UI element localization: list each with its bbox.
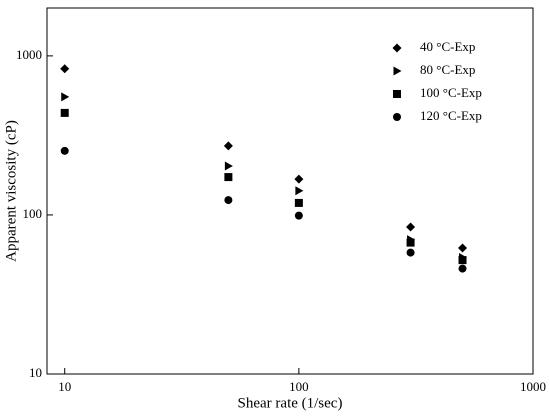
legend-marker — [393, 66, 402, 76]
y-tick-label: 100 — [23, 206, 43, 221]
marker — [458, 243, 468, 253]
marker — [406, 238, 415, 247]
y-axis-title: Apparent viscosity (cP) — [3, 120, 19, 262]
marker — [458, 264, 467, 273]
legend-marker — [392, 43, 402, 53]
marker — [224, 196, 233, 205]
marker — [223, 141, 233, 151]
plot-frame — [46, 7, 534, 375]
y-tick-label: 1000 — [16, 47, 42, 62]
legend-label: 120 °C-Exp — [420, 108, 482, 123]
legend-marker — [393, 113, 401, 121]
marker — [60, 146, 69, 155]
x-tick-label: 1000 — [520, 379, 546, 394]
x-tick-label: 10 — [58, 379, 71, 394]
marker — [406, 248, 415, 257]
marker — [406, 222, 416, 232]
marker — [224, 161, 233, 171]
marker — [294, 211, 303, 220]
y-tick-label: 10 — [29, 365, 42, 380]
legend-label: 40 °C-Exp — [420, 39, 475, 54]
legend-marker — [393, 90, 401, 98]
marker — [294, 174, 304, 184]
marker — [294, 198, 303, 207]
marker — [295, 186, 304, 196]
legend-label: 100 °C-Exp — [420, 85, 482, 100]
marker — [60, 108, 69, 117]
x-tick-label: 100 — [289, 379, 309, 394]
marker — [60, 64, 70, 74]
marker — [61, 92, 70, 102]
x-axis-title: Shear rate (1/sec) — [238, 395, 343, 411]
marker — [224, 173, 233, 182]
marker — [458, 256, 467, 265]
legend-label: 80 °C-Exp — [420, 62, 475, 77]
